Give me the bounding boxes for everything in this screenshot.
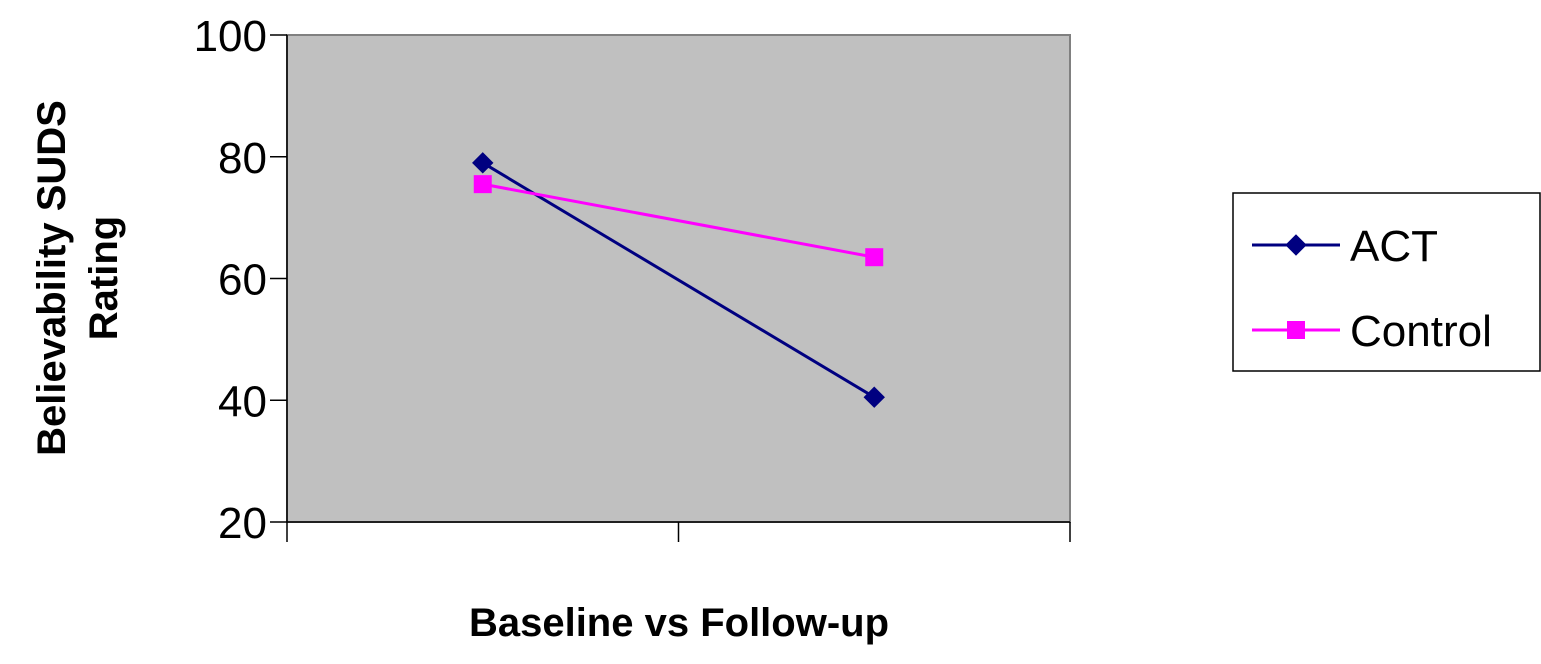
y-tick-label: 80 — [218, 134, 267, 183]
series-layer — [472, 152, 885, 408]
y-axis-title-line-2: Rating — [82, 216, 126, 340]
x-axis-title: Baseline vs Follow-up — [469, 601, 889, 645]
legend-label-act: ACT — [1350, 222, 1438, 271]
y-tick-label: 20 — [218, 499, 267, 548]
legend-marker-control — [1287, 321, 1305, 339]
y-tick-label: 100 — [194, 12, 267, 61]
x-axis — [286, 521, 1071, 542]
legend-box — [1232, 192, 1541, 372]
data-point-control — [473, 175, 492, 194]
data-point-act — [863, 386, 885, 408]
series-line-control — [482, 182, 875, 259]
legend-marker-act — [1285, 234, 1307, 256]
y-tick-label: 40 — [218, 377, 267, 426]
legend-entries: ACT Control — [1252, 222, 1492, 356]
y-axis-title-line-1: Believability SUDS — [30, 100, 74, 456]
legend: ACT Control — [1232, 192, 1541, 372]
data-point-act — [472, 152, 494, 174]
legend-label-control: Control — [1350, 307, 1492, 356]
data-point-control — [865, 248, 884, 267]
y-tick-label: 60 — [218, 256, 267, 305]
series-line-act — [481, 161, 876, 399]
y-axis: 20 40 60 80 100 — [194, 12, 288, 548]
